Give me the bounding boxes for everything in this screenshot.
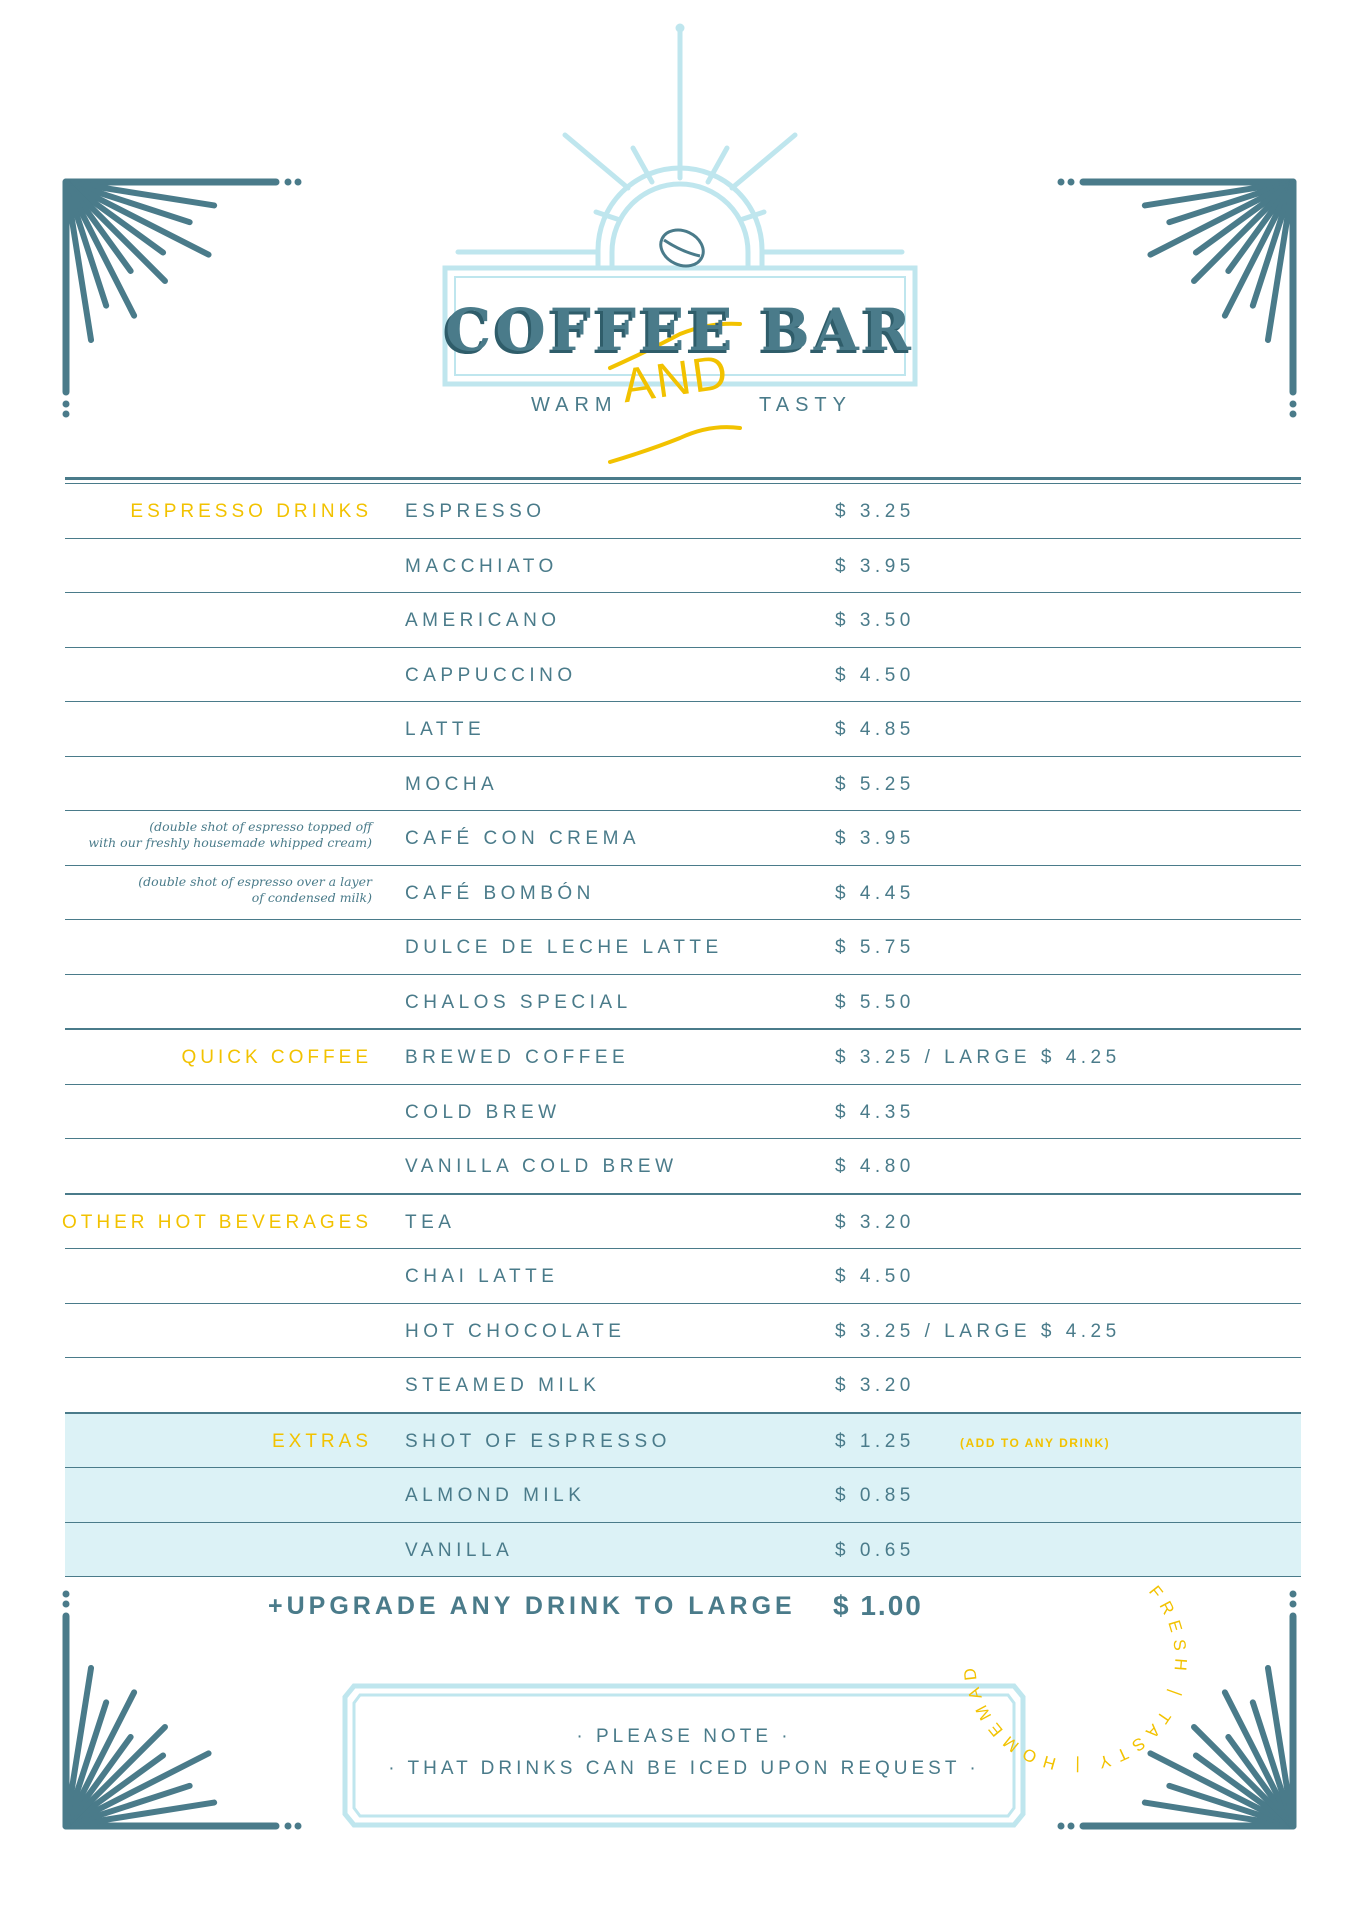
item-name: CAFÉ BOMBÓN [405,882,595,904]
item-price: $ 3.50 [835,610,915,631]
menu-row: EXTRAS SHOT OF ESPRESSO $ 1.25 (ADD TO ANY … [65,1412,1301,1468]
menu-row: LATTE $ 4.85 [65,702,1301,757]
menu-row: OTHER HOT BEVERAGES TEA $ 3.20 [61,1193,1301,1249]
item-price: $ 4.80 [835,1156,915,1177]
item-name: CAPPUCCINO [405,664,577,686]
item-name: LATTE [405,719,486,740]
item-price: $ 3.95 [835,828,915,849]
menu-row: VANILLA COLD BREW $ 4.80 [65,1139,1301,1194]
item-name: CAFÉ CON CREMA [405,828,641,849]
menu-row: COLD BREW $ 4.35 [65,1085,1301,1139]
item-tag: (ADD TO ANY DRINK) [960,1435,1111,1450]
menu-row: (double shot of espresso topped off with … [65,811,1301,866]
menu-row: CHALOS SPECIAL $ 5.50 [65,975,1301,1029]
item-price: $ 3.95 [835,555,915,577]
item-price: $ 1.25 [835,1430,915,1452]
menu-row: VANILLA $ 0.65 [65,1522,1301,1577]
upgrade-label: +UPGRADE ANY DRINK TO LARGE [268,1592,796,1620]
corner-ray-ornament [62,1590,302,1830]
menu-table: ESPRESSO DRINKS ESPRESSO $ 3.25 MACCHIATO $ … [61,477,1301,1577]
tagline-warm: WARM [531,394,618,416]
item-name: MOCHA [405,773,499,795]
item-price: $ 3.25 [835,501,915,522]
category-label: QUICK COFFEE [181,1047,372,1068]
tagline-tasty: TASTY [759,394,852,416]
menu-row: MACCHIATO $ 3.95 [65,539,1301,593]
item-name: MACCHIATO [405,555,558,577]
item-name: ALMOND MILK [405,1485,586,1506]
item-price: $ 0.85 [835,1485,915,1506]
item-name: HOT CHOCOLATE [405,1320,626,1342]
menu-row: CAPPUCCINO $ 4.50 [65,648,1301,702]
category-label: ESPRESSO DRINKS [130,501,372,522]
menu-row: AMERICANO $ 3.50 [65,593,1301,648]
item-name: BREWED COFFEE [405,1047,630,1068]
item-price: $ 3.25 / LARGE $ 4.25 [835,1047,1121,1068]
item-name: ESPRESSO [405,501,546,522]
item-name: DULCE DE LECHE LATTE [405,937,723,958]
notice-text: · THAT DRINKS CAN BE ICED UPON REQUEST · [388,1758,980,1779]
item-price: $ 5.50 [835,991,915,1013]
menu-row: QUICK COFFEE BREWED COFFEE $ 3.25 / LARGE … [65,1029,1301,1085]
category-label: EXTRAS [271,1430,372,1452]
svg-text:FRESH | TASTY | HOMEMADE | LOC: FRESH | TASTY | HOMEMADE | LOCAL | [950,1535,1190,1775]
upgrade-price: $ 1.00 [833,1590,923,1621]
item-description: (double shot of espresso over a layer of … [138,874,372,906]
item-price: $ 5.25 [835,773,915,795]
item-price: $ 4.35 [835,1101,915,1123]
logo-ornament [442,23,918,464]
item-name: TEA [405,1211,456,1233]
item-name: VANILLA [405,1539,514,1561]
sunburst-ornament [442,23,918,387]
item-name: VANILLA COLD BREW [405,1156,678,1177]
coffee-bean-icon [659,228,705,268]
stamp-text: FRESH | TASTY | HOMEMADE | LOCAL | [950,1535,1183,1775]
item-name: COLD BREW [405,1101,561,1123]
menu-row: DULCE DE LECHE LATTE $ 5.75 [65,920,1301,975]
item-price: $ 0.65 [835,1539,915,1561]
item-name: CHAI LATTE [405,1266,559,1287]
menu-title: COFFEE BAR [445,296,915,364]
item-price: $ 4.85 [835,719,915,740]
item-name: SHOT OF ESPRESSO [405,1430,671,1452]
menu-row: (double shot of espresso over a layer of … [65,866,1301,920]
item-name: AMERICANO [405,610,561,631]
item-name: STEAMED MILK [405,1375,601,1396]
description-line: (double shot of espresso topped off [149,819,372,834]
menu-row: MOCHA $ 5.25 [65,757,1301,811]
item-price: $ 3.25 / LARGE $ 4.25 [835,1320,1121,1342]
item-price: $ 5.75 [835,937,915,958]
description-line: with our freshly housemade whipped cream… [88,835,372,850]
menu-row: HOT CHOCOLATE $ 3.25 / LARGE $ 4.25 [65,1304,1301,1358]
wave-ornament [608,321,742,464]
notice-frame [342,1683,1026,1828]
item-price: $ 4.45 [835,882,915,904]
item-price: $ 4.50 [835,1266,915,1287]
category-label: OTHER HOT BEVERAGES [61,1211,372,1233]
menu-row: ESPRESSO DRINKS ESPRESSO $ 3.25 [65,484,1301,539]
stamp-circle-text: FRESH | TASTY | HOMEMADE | LOCAL | [950,1535,1190,1775]
item-name: CHALOS SPECIAL [405,991,632,1013]
item-price: $ 3.20 [835,1211,915,1233]
menu-row: ALMOND MILK $ 0.85 [65,1468,1301,1523]
description-line: (double shot of espresso over a layer [138,873,372,889]
menu-row: STEAMED MILK $ 3.20 [65,1358,1301,1413]
menu-row: CHAI LATTE $ 4.50 [65,1249,1301,1304]
item-price: $ 3.20 [835,1375,915,1396]
description-line: of condensed milk) [251,889,372,905]
item-description: (double shot of espresso topped off with … [88,819,372,851]
item-price: $ 4.50 [835,664,915,686]
notice-heading: · PLEASE NOTE · [576,1726,792,1747]
